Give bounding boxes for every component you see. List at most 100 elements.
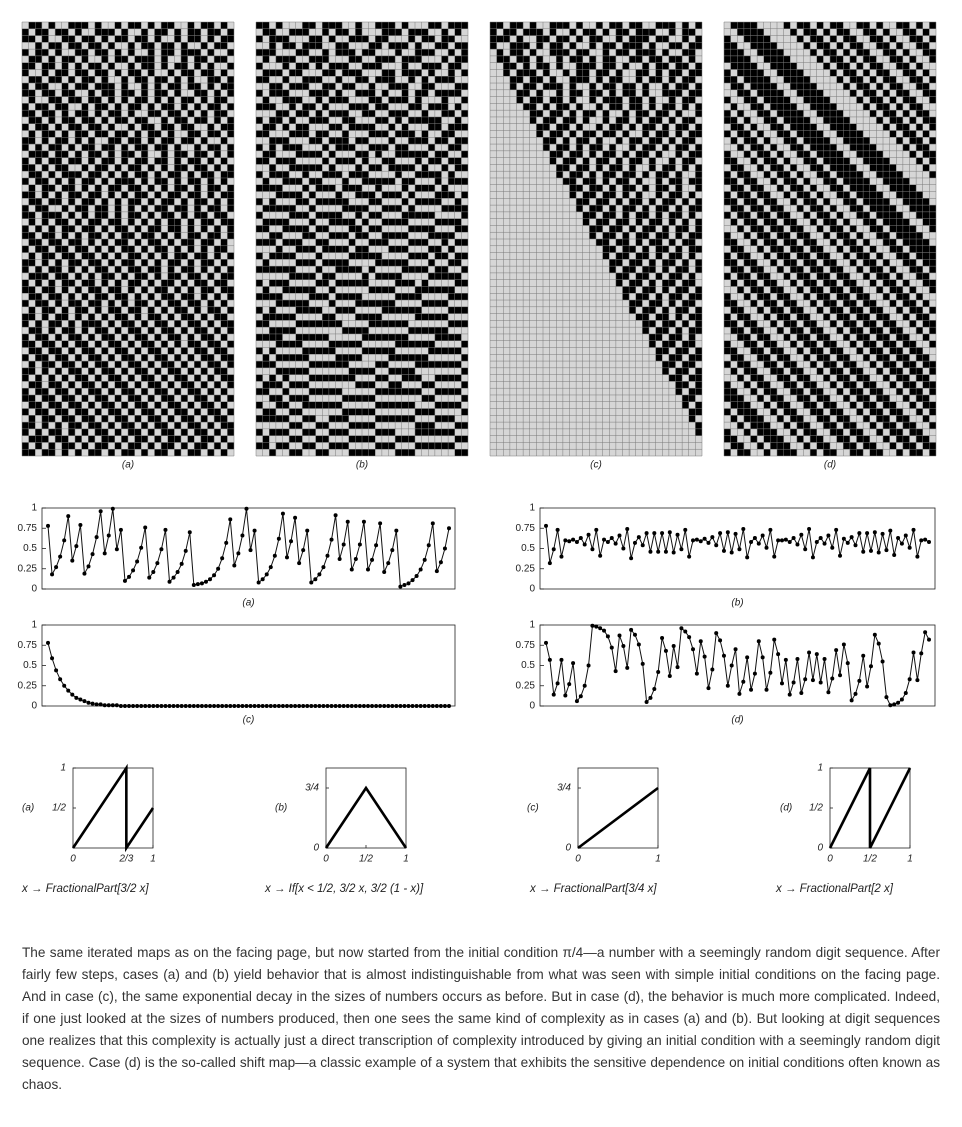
data-point xyxy=(293,704,298,708)
data-point xyxy=(648,695,653,700)
map-frame xyxy=(72,767,154,849)
data-point xyxy=(58,677,63,682)
data-point xyxy=(357,542,362,547)
data-point xyxy=(313,577,318,582)
data-point xyxy=(70,692,75,697)
data-point xyxy=(378,704,383,708)
grid-label: (b) xyxy=(356,460,368,471)
digit-row xyxy=(262,69,468,77)
digit-row xyxy=(649,333,696,341)
data-point xyxy=(447,526,451,531)
data-point xyxy=(325,704,330,708)
data-point xyxy=(447,704,451,708)
digit-row xyxy=(490,28,696,36)
data-point xyxy=(220,556,225,561)
digit-row xyxy=(655,347,702,355)
digit-row xyxy=(28,361,234,368)
data-point xyxy=(122,578,127,583)
data-point xyxy=(830,676,835,681)
data-point xyxy=(803,677,808,682)
x-tick-label: 1 xyxy=(655,854,661,865)
digit-row xyxy=(589,232,702,239)
data-point xyxy=(434,704,439,708)
data-point xyxy=(410,578,415,583)
data-point xyxy=(329,537,334,542)
data-point xyxy=(390,548,395,553)
data-point xyxy=(783,537,788,542)
digit-row xyxy=(289,422,468,429)
digit-row xyxy=(256,442,455,450)
data-point xyxy=(333,513,338,518)
data-point xyxy=(167,704,172,708)
data-point xyxy=(175,704,180,708)
y-tick-label: 0.5 xyxy=(23,543,37,554)
data-point xyxy=(410,704,415,708)
digit-row xyxy=(22,300,228,307)
data-point xyxy=(252,528,257,533)
data-point xyxy=(442,546,447,551)
digit-row xyxy=(695,422,702,429)
cell-lines xyxy=(723,21,937,457)
digit-row xyxy=(22,333,228,341)
data-point xyxy=(826,690,831,695)
data-point xyxy=(163,527,168,532)
data-point xyxy=(714,631,719,636)
data-point xyxy=(582,542,587,547)
digit-row xyxy=(529,116,696,124)
data-point xyxy=(807,650,812,655)
digit-row xyxy=(28,184,234,192)
data-point xyxy=(567,539,572,544)
data-point xyxy=(394,704,399,708)
data-point xyxy=(923,537,928,542)
data-point xyxy=(244,506,249,511)
data-point xyxy=(418,567,423,572)
data-point xyxy=(640,661,645,666)
data-point xyxy=(313,704,318,708)
x-tick-label: 1/2 xyxy=(359,854,373,865)
data-point xyxy=(78,697,83,702)
digit-row xyxy=(724,300,930,307)
data-point xyxy=(208,577,213,582)
data-point xyxy=(822,541,827,546)
digit-row xyxy=(28,150,234,158)
data-point xyxy=(244,704,249,708)
digit-row xyxy=(642,320,702,328)
map-label: (b) xyxy=(275,803,287,814)
data-point xyxy=(183,548,188,553)
data-point xyxy=(329,704,334,708)
data-point xyxy=(139,704,144,708)
data-point xyxy=(402,582,407,587)
data-point xyxy=(559,657,564,662)
data-point xyxy=(563,693,568,698)
data-point xyxy=(345,704,350,708)
digit-row xyxy=(724,313,930,321)
data-point xyxy=(865,684,870,689)
data-point xyxy=(756,639,761,644)
digit-row xyxy=(275,340,468,348)
data-point xyxy=(718,638,723,643)
data-point xyxy=(574,540,579,545)
data-point xyxy=(675,532,680,537)
data-point xyxy=(90,701,95,706)
map-label: (c) xyxy=(527,803,539,814)
data-point xyxy=(640,543,645,548)
series-line xyxy=(47,642,449,707)
data-point xyxy=(617,533,622,538)
data-point xyxy=(317,572,322,577)
data-point xyxy=(151,704,156,708)
digit-row xyxy=(516,96,696,104)
data-point xyxy=(341,542,346,547)
data-point xyxy=(199,704,204,708)
digit-row xyxy=(22,313,228,321)
data-point xyxy=(865,531,870,536)
data-point xyxy=(915,678,920,683)
data-point xyxy=(880,531,885,536)
data-point xyxy=(656,549,661,554)
data-point xyxy=(872,632,877,637)
data-point xyxy=(907,545,912,550)
data-point xyxy=(430,704,435,708)
data-point xyxy=(333,704,338,708)
data-point xyxy=(787,540,792,545)
digit-row xyxy=(262,259,462,267)
